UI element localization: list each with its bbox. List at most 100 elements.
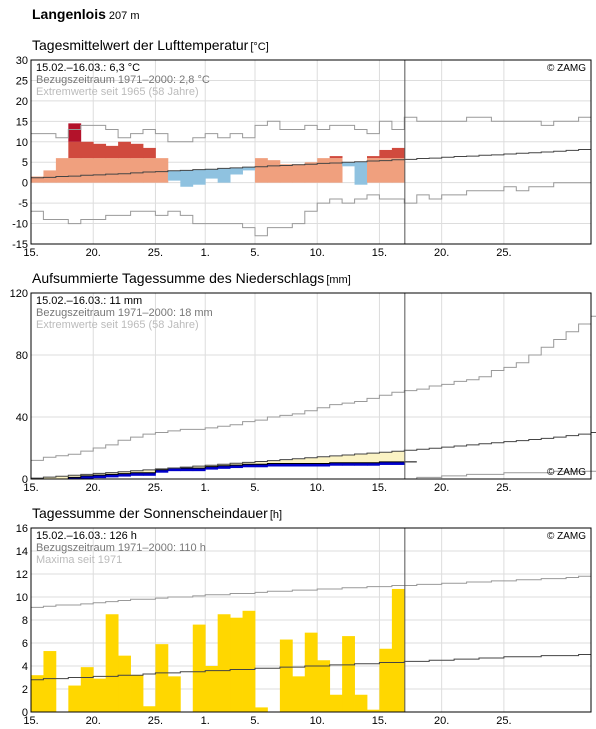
precip-sum-step bbox=[68, 477, 82, 479]
x-tick-label: 15. bbox=[23, 247, 38, 259]
y-tick-label: 16 bbox=[16, 523, 28, 535]
precip-sum-step bbox=[80, 475, 94, 479]
precip-sum-step bbox=[205, 466, 219, 470]
temp-bar bbox=[68, 158, 82, 183]
x-tick-label: 1. bbox=[201, 482, 210, 494]
temp-bar-cold bbox=[230, 167, 243, 175]
legend-current: 15.02.–16.03.: 11 mm bbox=[36, 295, 142, 307]
temp-bar bbox=[317, 158, 331, 183]
precipitation-unit: [mm] bbox=[326, 274, 351, 286]
precip-deficit-fill bbox=[130, 470, 144, 473]
zamg-logo-text: © ZAMG bbox=[547, 531, 586, 542]
y-tick-label: -15 bbox=[12, 239, 28, 251]
precip-sum-step bbox=[292, 463, 306, 467]
temp-bar bbox=[292, 164, 306, 183]
sunshine-bar bbox=[255, 707, 268, 712]
precip-deficit-fill bbox=[80, 474, 94, 476]
temp-bar bbox=[118, 158, 131, 183]
temp-bar bbox=[93, 158, 107, 183]
sunshine-bar bbox=[167, 676, 181, 712]
sunshine-title-text: Tagessumme der Sonnenscheindauer bbox=[32, 505, 268, 521]
precipitation-title-text: Aufsummierte Tagessumme des Niederschlag… bbox=[32, 270, 325, 286]
sunshine-bar bbox=[205, 666, 219, 712]
precip-sum-step bbox=[118, 473, 131, 477]
sunshine-bar bbox=[391, 588, 405, 712]
precip-deficit-fill bbox=[267, 460, 281, 464]
sunshine-bar bbox=[329, 694, 343, 712]
y-tick-label: 10 bbox=[16, 592, 28, 604]
precip-deficit-fill bbox=[43, 477, 57, 479]
sunshine-bar bbox=[342, 636, 355, 712]
y-tick-label: 10 bbox=[16, 137, 28, 149]
legend-extremes: Extremwerte seit 1965 (58 Jahre) bbox=[36, 86, 199, 98]
sunshine-bar bbox=[43, 651, 57, 712]
temp-bar bbox=[304, 162, 318, 183]
legend-extremes: Maxima seit 1971 bbox=[36, 554, 122, 566]
station-header: Langenlois 207 m bbox=[32, 6, 139, 22]
x-tick-label: 15. bbox=[372, 715, 387, 727]
temp-bar-above bbox=[329, 156, 343, 159]
y-tick-label: -10 bbox=[12, 219, 28, 231]
sunshine-bar bbox=[143, 706, 156, 712]
temp-bar-above bbox=[391, 147, 405, 159]
temp-bar bbox=[267, 160, 281, 183]
temp-bar-cold bbox=[354, 161, 368, 185]
precip-sum-step bbox=[217, 465, 231, 469]
precip-sum-step bbox=[192, 468, 206, 472]
precip-deficit-fill bbox=[230, 463, 243, 466]
precip-sum-step bbox=[391, 461, 405, 465]
temp-bar bbox=[80, 158, 94, 183]
temp-bar bbox=[279, 164, 293, 183]
x-tick-label: 15. bbox=[23, 715, 38, 727]
temp-bar-cold bbox=[217, 168, 231, 183]
temp-bar bbox=[130, 158, 144, 183]
temp-bar bbox=[105, 158, 119, 183]
temp-bar-above bbox=[379, 149, 393, 159]
precip-deficit-fill bbox=[205, 465, 219, 467]
temp-bar bbox=[367, 158, 380, 183]
temp-maximum-line bbox=[31, 116, 591, 143]
temp-bar-extreme bbox=[68, 123, 82, 142]
sunshine-bar bbox=[279, 639, 293, 712]
y-tick-label: 4 bbox=[22, 661, 28, 673]
temp-bar-cold bbox=[242, 167, 256, 171]
x-tick-label: 20. bbox=[434, 482, 449, 494]
sunshine-bar bbox=[31, 675, 44, 712]
precip-sum-step bbox=[379, 461, 393, 465]
x-tick-label: 5. bbox=[250, 247, 259, 259]
station-name: Langenlois bbox=[32, 6, 106, 22]
y-tick-label: 80 bbox=[16, 350, 28, 362]
sunshine-bar bbox=[68, 685, 82, 712]
temp-bar-cold bbox=[180, 170, 194, 187]
sunshine-maxima-line bbox=[31, 575, 591, 608]
chart-title-precipitation: Aufsummierte Tagessumme des Niederschlag… bbox=[32, 270, 351, 286]
precip-deficit-fill bbox=[317, 456, 331, 464]
sunshine-bar bbox=[93, 678, 107, 712]
temp-bar-cold bbox=[192, 169, 206, 185]
legend-reference: Bezugszeitraum 1971–2000: 2,8 °C bbox=[36, 74, 210, 86]
plot-frame bbox=[30, 59, 592, 245]
sunshine-bar bbox=[130, 675, 144, 712]
x-tick-label: 25. bbox=[496, 482, 511, 494]
precip-sum-step bbox=[342, 462, 355, 466]
y-tick-label: 120 bbox=[10, 288, 28, 300]
precip-deficit-fill bbox=[292, 458, 306, 464]
x-tick-label: 20. bbox=[86, 715, 101, 727]
temp-bar bbox=[55, 158, 69, 183]
x-tick-label: 20. bbox=[86, 247, 101, 259]
precip-sum-step bbox=[155, 469, 169, 473]
y-tick-label: 20 bbox=[16, 96, 28, 108]
precip-deficit-fill bbox=[93, 473, 107, 476]
plot-frame bbox=[30, 292, 592, 480]
precip-sum-step bbox=[130, 472, 144, 476]
precip-sum-step bbox=[329, 462, 343, 466]
temp-bar-above bbox=[143, 147, 156, 159]
sunshine-bar bbox=[80, 667, 94, 712]
precip-deficit-fill bbox=[354, 454, 368, 463]
temp-bar bbox=[143, 158, 156, 183]
y-tick-label: 12 bbox=[16, 569, 28, 581]
sunshine-bar bbox=[292, 676, 306, 712]
sunshine-bar bbox=[155, 644, 169, 712]
temp-bar-above bbox=[118, 141, 131, 159]
plot-frame bbox=[30, 527, 592, 713]
